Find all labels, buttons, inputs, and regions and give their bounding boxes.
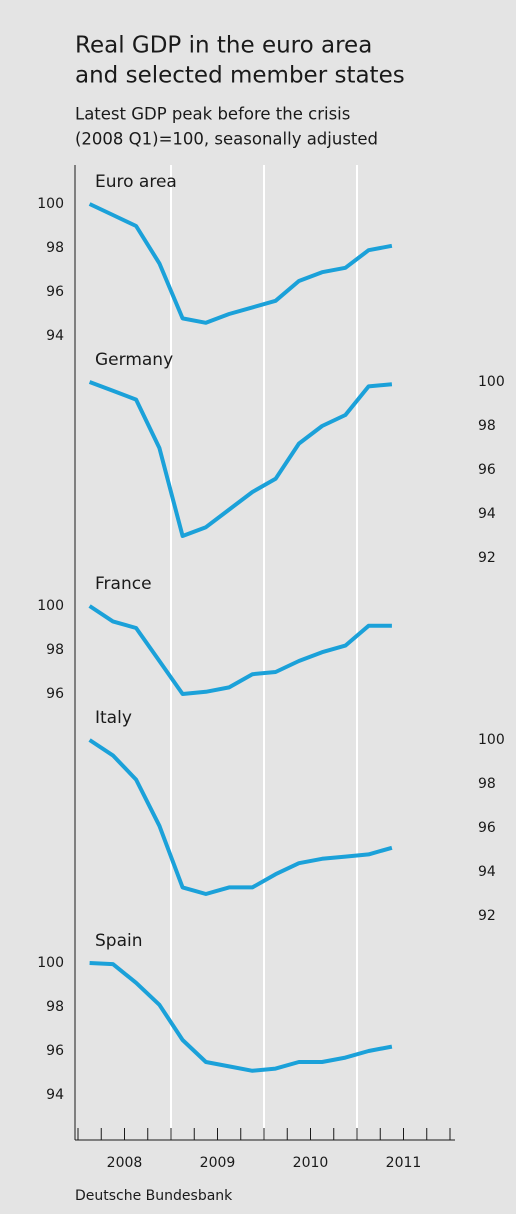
panel-title: Italy <box>95 708 132 728</box>
y-tick-label: 96 <box>46 686 64 702</box>
y-tick-label: 98 <box>46 240 64 256</box>
y-tick-label: 94 <box>478 506 496 522</box>
panel-title: Spain <box>95 931 143 951</box>
line <box>88 738 393 896</box>
x-tick-label: 2011 <box>386 1155 422 1171</box>
line <box>88 604 392 696</box>
chart-title: Real GDP in the euro area <box>75 33 372 59</box>
line <box>88 202 393 325</box>
x-tick-label: 2008 <box>107 1155 143 1171</box>
y-tick-label: 100 <box>37 196 64 212</box>
panel-title: France <box>95 574 152 594</box>
chart-subtitle: Latest GDP peak before the crisis <box>75 105 350 124</box>
y-tick-label: 94 <box>46 328 64 344</box>
y-tick-label: 98 <box>478 418 496 434</box>
panel-title: Germany <box>95 350 173 370</box>
chart-title: and selected member states <box>75 63 405 89</box>
y-tick-label: 96 <box>46 284 64 300</box>
x-tick-label: 2009 <box>200 1155 236 1171</box>
panel-title: Euro area <box>95 172 177 192</box>
y-tick-label: 92 <box>478 550 496 566</box>
y-tick-label: 92 <box>478 908 496 924</box>
y-tick-label: 98 <box>46 999 64 1015</box>
y-tick-label: 96 <box>46 1043 64 1059</box>
y-tick-label: 96 <box>478 462 496 478</box>
y-tick-label: 96 <box>478 820 496 836</box>
chart-subtitle: (2008 Q1)=100, seasonally adjusted <box>75 130 378 149</box>
y-tick-label: 94 <box>478 864 496 880</box>
y-tick-label: 100 <box>37 955 64 971</box>
x-tick-label: 2010 <box>293 1155 329 1171</box>
y-tick-label: 94 <box>46 1087 64 1103</box>
y-tick-label: 98 <box>478 776 496 792</box>
source: Deutsche Bundesbank <box>75 1188 233 1204</box>
y-tick-label: 98 <box>46 642 64 658</box>
y-tick-label: 100 <box>37 598 64 614</box>
y-tick-label: 100 <box>478 732 505 748</box>
y-tick-label: 100 <box>478 374 505 390</box>
line <box>88 380 393 538</box>
line <box>89 961 393 1073</box>
